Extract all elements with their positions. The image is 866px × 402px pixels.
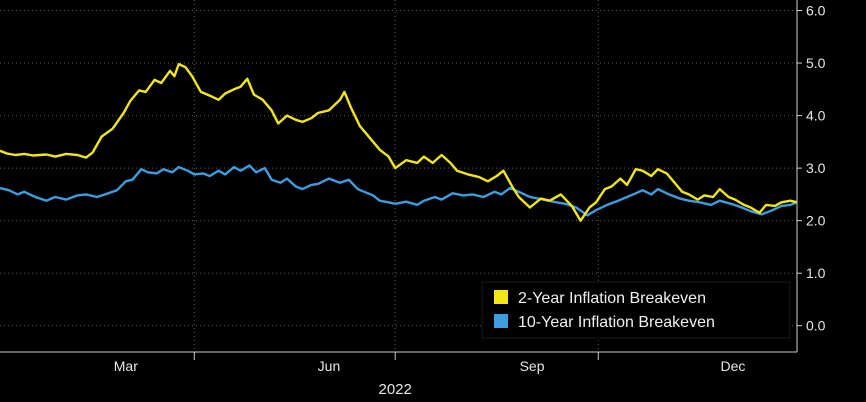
legend-box xyxy=(481,281,791,339)
y-tick-label-4: 4.0 xyxy=(806,108,826,124)
legend-label-0: 2-Year Inflation Breakeven xyxy=(518,290,706,307)
legend-swatch-0 xyxy=(494,290,508,304)
x-tick-label-3: Dec xyxy=(721,358,746,374)
y-tick-label-3: 3.0 xyxy=(806,160,826,176)
y-tick-label-2: 2.0 xyxy=(806,213,826,229)
y-tick-label-6: 6.0 xyxy=(806,3,826,19)
y-tick-label-1: 1.0 xyxy=(806,265,826,281)
legend-swatch-1 xyxy=(494,314,508,328)
legend: 2-Year Inflation Breakeven 10-Year Inflat… xyxy=(481,281,791,339)
x-axis-year-label: 2022 xyxy=(379,381,412,398)
series-lines xyxy=(0,62,798,222)
legend-label-1: 10-Year Inflation Breakeven xyxy=(518,314,715,331)
x-tick-label-2: Sep xyxy=(520,358,545,374)
y-tick-label-5: 5.0 xyxy=(806,55,826,71)
axes: 0.0 1.0 2.0 3.0 4.0 5.0 6.0 Mar Jun Sep Dec xyxy=(0,0,826,374)
series-line-10-year xyxy=(0,164,798,217)
y-tick-label-0: 0.0 xyxy=(806,318,826,334)
x-tick-label-0: Mar xyxy=(114,358,138,374)
series-line-2-year xyxy=(0,62,798,222)
x-tick-label-1: Jun xyxy=(318,358,341,374)
grid xyxy=(0,0,797,352)
